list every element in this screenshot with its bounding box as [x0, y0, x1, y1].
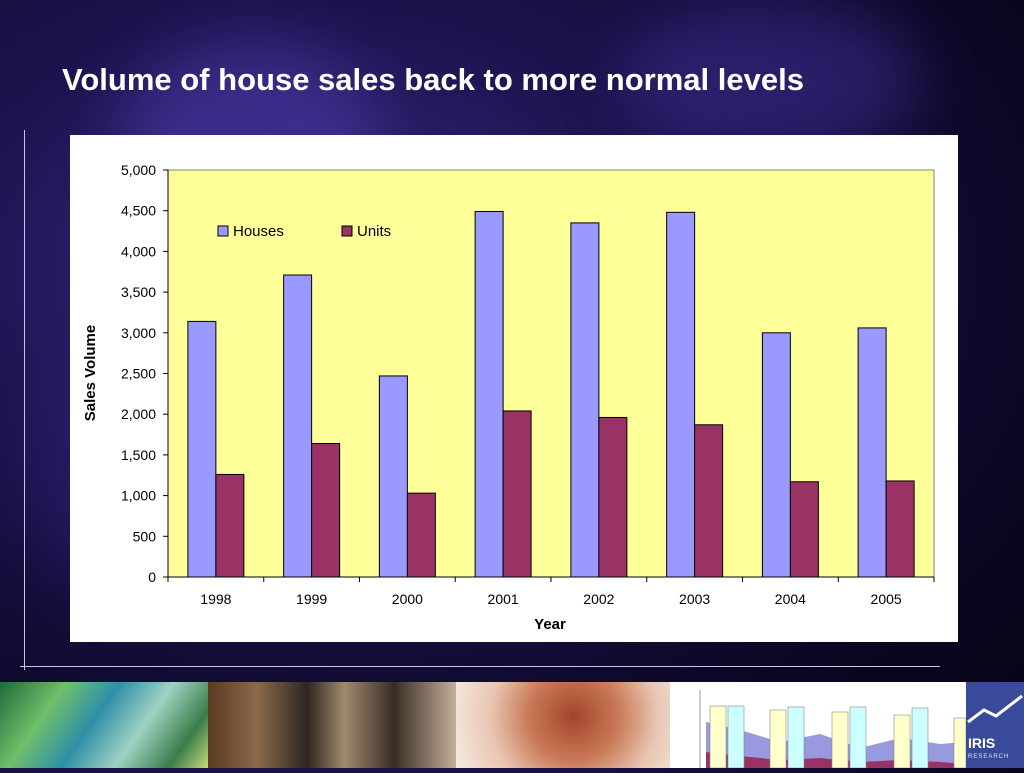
y-tick-label: 4,000: [121, 243, 156, 259]
x-tick-label: 2003: [679, 591, 710, 607]
y-tick-label: 2,500: [121, 366, 156, 382]
bar-units-1999: [311, 443, 341, 578]
x-tick-label: 2000: [392, 591, 423, 607]
y-tick-label: 1,000: [121, 488, 156, 504]
y-tick-label: 5,000: [121, 162, 156, 178]
bar-units-2004: [789, 481, 819, 578]
bar-houses-2004: [761, 332, 791, 578]
legend: Houses Units: [217, 223, 391, 240]
bar-houses-2005: [857, 327, 887, 578]
mini-chart-graphic: [699, 690, 967, 769]
y-tick-label: 4,500: [121, 203, 156, 219]
bar-units-2005: [885, 480, 915, 578]
crowd-photo: [208, 682, 456, 768]
bar-units-2001: [502, 410, 532, 578]
slide-title: Volume of house sales back to more norma…: [62, 62, 804, 97]
bar-houses-1998: [187, 320, 217, 578]
bar-houses-2003: [666, 211, 696, 578]
decorative-vertical-line: [24, 130, 25, 670]
bar-units-1998: [215, 473, 245, 578]
legend-swatch-units: [341, 225, 353, 237]
bar-chart: 0 500 1,000 1,500 2,000 2,500 3,000 3,500 4,000 4…: [82, 162, 935, 633]
legend-swatch-houses: [217, 225, 229, 237]
logo-text: IRIS: [968, 735, 995, 751]
bar-units-2003: [694, 424, 724, 578]
background-glow: [620, 0, 920, 160]
y-tick-label: 2,000: [121, 406, 156, 422]
trend-arrow-icon: IRIS RESEARCH: [967, 694, 1023, 760]
y-tick-label: 500: [133, 528, 157, 544]
logo-subtext: RESEARCH: [968, 754, 1009, 760]
x-tick-label: 2005: [871, 591, 902, 607]
x-tick-label: 2001: [488, 591, 519, 607]
x-tick-label: 1998: [200, 591, 231, 607]
bar-houses-2000: [378, 375, 408, 578]
x-tick-label: 2002: [583, 591, 614, 607]
x-tick-label: 1999: [296, 591, 327, 607]
y-tick-label: 0: [148, 569, 156, 585]
y-tick-label: 1,500: [121, 447, 156, 463]
iris-logo: IRIS RESEARCH: [966, 682, 1024, 768]
bar-units-2002: [598, 416, 628, 578]
legend-label-units: Units: [357, 223, 391, 240]
footer-image-strip: IRIS RESEARCH: [0, 682, 1024, 769]
bar-houses-1999: [283, 274, 313, 578]
bar-houses-2001: [474, 211, 504, 578]
y-tick-label: 3,000: [121, 325, 156, 341]
y-axis-title: Sales Volume: [82, 325, 99, 421]
decorative-horizontal-line: [20, 666, 940, 667]
chart-panel: 0 500 1,000 1,500 2,000 2,500 3,000 3,500 4,000 4…: [70, 135, 958, 642]
mini-chart-image: [670, 682, 967, 769]
money-photo: [0, 682, 208, 768]
bar-units-2000: [406, 492, 436, 578]
legend-label-houses: Houses: [233, 223, 284, 240]
people-photo: [456, 682, 670, 768]
x-tick-label: 2004: [775, 591, 806, 607]
bar-houses-2002: [570, 222, 600, 578]
y-tick-label: 3,500: [121, 284, 156, 300]
x-axis-title: Year: [534, 616, 566, 633]
